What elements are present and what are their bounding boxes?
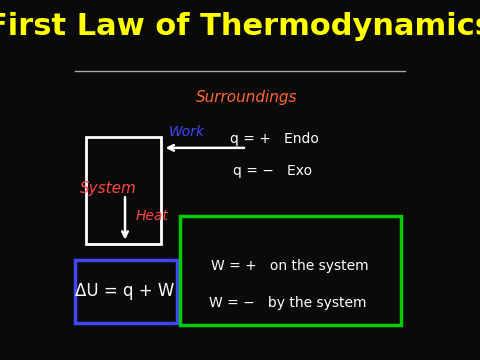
Text: First Law of Thermodynamics: First Law of Thermodynamics [0,12,480,41]
Text: Surroundings: Surroundings [196,90,298,105]
Text: W = −   by the system: W = − by the system [209,296,366,310]
Text: q = +   Endo: q = + Endo [230,132,319,146]
Text: Work: Work [169,125,205,139]
Text: W = +   on the system: W = + on the system [211,259,369,273]
Bar [180,216,401,325]
Text: q = −   Exo: q = − Exo [233,164,312,178]
Text: Heat: Heat [136,209,169,223]
Text: ΔU = q + W: ΔU = q + W [75,283,175,301]
Text: System: System [79,181,136,197]
Bar [75,260,177,323]
Bar [85,137,161,244]
